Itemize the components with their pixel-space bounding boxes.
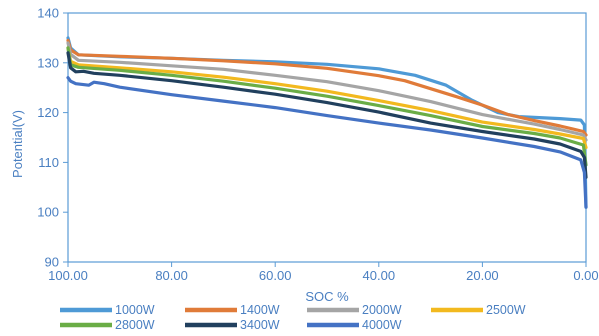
legend-label: 2800W [115, 318, 155, 332]
series-line-4000w [66, 76, 588, 209]
legend-label: 3400W [240, 318, 280, 332]
chart-legend: 1000W 1400W 2000W 2500W 2800W 3400W 4000W [60, 303, 526, 332]
y-tick-label: 120 [37, 105, 59, 120]
legend-label: 1000W [115, 303, 155, 317]
x-tick-label: 80.00 [155, 268, 188, 283]
y-tick-label: 90 [45, 255, 59, 270]
x-tick-label: 0.00 [573, 268, 598, 283]
legend-label: 4000W [362, 318, 402, 332]
y-tick-label: 140 [37, 6, 59, 21]
legend-label: 1400W [240, 303, 280, 317]
legend-label: 2500W [486, 303, 526, 317]
y-axis-title: Potential(V) [10, 110, 25, 178]
series-line-1400w [66, 38, 588, 137]
x-tick-label: 20.00 [466, 268, 499, 283]
x-tick-label: 40.00 [363, 268, 396, 283]
y-tick-label: 110 [38, 155, 59, 170]
plot-frame [67, 12, 587, 263]
y-tick-label: 130 [37, 55, 59, 70]
series-line-2800w [66, 46, 588, 167]
x-axis-title: SOC % [305, 289, 349, 304]
legend-label: 2000W [362, 303, 402, 317]
x-tick-label: 60.00 [259, 268, 292, 283]
series-line-2000w [66, 41, 588, 142]
y-tick-label: 100 [37, 205, 59, 220]
x-tick-label: 100.00 [48, 268, 88, 283]
series-line-3400w [66, 51, 588, 179]
series-line-2500w [66, 46, 588, 150]
